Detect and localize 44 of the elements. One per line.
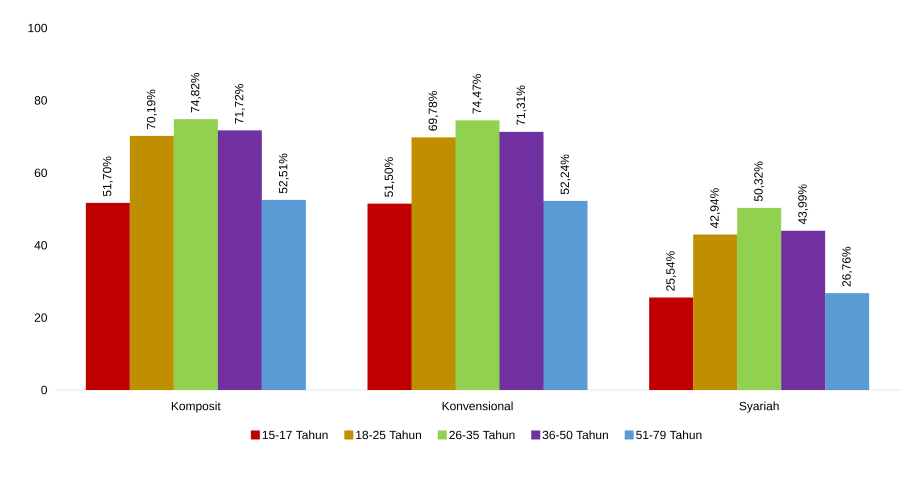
bar bbox=[737, 208, 782, 390]
bar bbox=[456, 120, 500, 390]
y-tick-label: 20 bbox=[34, 313, 48, 322]
legend-label: 15-17 Tahun bbox=[262, 430, 328, 440]
bar bbox=[86, 202, 130, 390]
legend-label: 51-79 Tahun bbox=[636, 430, 702, 440]
bar bbox=[368, 204, 412, 390]
x-tick-label: Syariah bbox=[739, 402, 779, 413]
data-label: 43,99% bbox=[798, 184, 808, 224]
x-tick-label: Konvensional bbox=[442, 402, 513, 410]
bar bbox=[412, 137, 456, 390]
data-label: 70,19% bbox=[146, 90, 157, 130]
legend-label: 26-35 Tahun bbox=[449, 430, 514, 440]
data-label: 74,82% bbox=[190, 72, 201, 112]
data-label: 69,78% bbox=[428, 91, 438, 131]
bar bbox=[262, 200, 306, 390]
data-label: 52,51% bbox=[278, 154, 289, 194]
data-label: 71,72% bbox=[234, 84, 245, 124]
data-label: 42,94% bbox=[710, 188, 720, 228]
bar bbox=[218, 130, 262, 390]
legend-label: 18-25 Tahun bbox=[356, 430, 421, 440]
y-tick-label: 0 bbox=[41, 386, 48, 394]
data-label: 25,54% bbox=[666, 251, 676, 291]
data-label: 51,70% bbox=[102, 156, 113, 196]
bar bbox=[825, 293, 870, 390]
data-label: 71,31% bbox=[516, 86, 526, 126]
bar bbox=[130, 136, 174, 390]
legend-label: 36-50 Tahun bbox=[542, 430, 608, 440]
y-tick-label: 40 bbox=[34, 240, 48, 250]
bar bbox=[174, 119, 218, 390]
data-label: 51,50% bbox=[384, 157, 394, 197]
y-tick-label: 100 bbox=[28, 24, 48, 32]
data-label: 50,32% bbox=[754, 162, 764, 202]
y-tick-label: 80 bbox=[34, 96, 48, 105]
x-tick-label: Komposit bbox=[172, 402, 221, 413]
bar bbox=[544, 200, 588, 390]
data-label: 74,47% bbox=[472, 74, 482, 114]
bar bbox=[693, 234, 738, 390]
data-label: 26,76% bbox=[842, 246, 852, 286]
bar bbox=[500, 132, 544, 390]
data-label: 52,24% bbox=[560, 154, 570, 194]
y-tick-label: 60 bbox=[34, 168, 48, 178]
bar bbox=[649, 298, 694, 390]
bar bbox=[781, 230, 826, 390]
